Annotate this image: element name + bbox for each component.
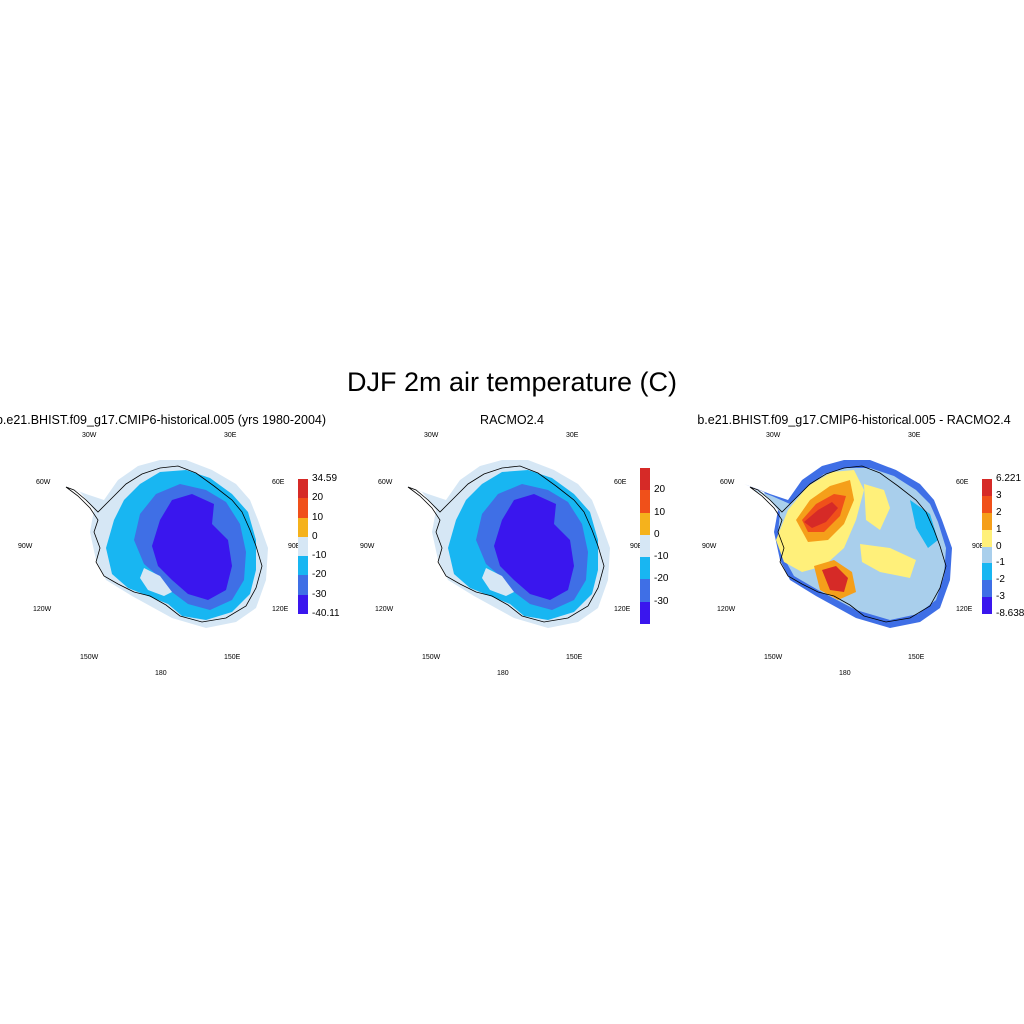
colorbar-box [982,580,992,598]
lon-label-bottom-left: 150W [80,654,99,661]
lon-label-left-upper: 60W [36,479,51,486]
lon-label-right-lower: 120E [614,606,631,613]
antarctica-map [744,460,952,628]
lon-label-left-mid: 90W [18,543,33,550]
colorbar-tick-label: 2 [996,506,1002,518]
lon-label-bottom-left: 150W [422,654,441,661]
colorbar-tick-label: 20 [654,484,666,496]
colorbar-tick-label: -8.638 [996,608,1024,619]
lon-label-right-lower: 120E [956,606,973,613]
antarctica-map [60,460,268,628]
colorbar-box [982,479,992,496]
colorbar-box [640,468,650,491]
lon-label-top-right: 30E [224,432,237,439]
colorbar-tick-label: 0 [996,540,1002,552]
colorbar-box [298,575,308,595]
lon-label-right-mid: 90E [972,543,985,550]
colorbar-box [982,529,992,547]
colorbar-box [640,601,650,624]
colorbar-tick-label: 34.59 [312,473,338,484]
lon-label-left-lower: 120W [717,606,736,613]
colorbar-box [640,557,650,580]
lon-label-top-left: 30W [424,432,439,439]
colorbar-tick-label: -20 [654,573,669,585]
lon-label-bottom-right: 150E [908,654,925,661]
colorbar-box [982,563,992,581]
colorbar-box [982,495,992,513]
lon-label-bottom-right: 150E [566,654,583,661]
colorbar-tick-label: -40.11 [312,608,340,619]
colorbar-tick-label: -2 [996,574,1005,586]
colorbar-tick-label: 20 [312,492,324,504]
colorbar-box [982,546,992,564]
colorbar-tick-label: 0 [654,528,660,540]
lon-label-top-right: 30E [566,432,579,439]
colorbar-tick-label: -10 [312,550,327,562]
colorbar-tick-label: 10 [312,511,324,523]
panel-title: b.e21.BHIST.f09_g17.CMIP6-historical.005… [697,413,1011,427]
colorbar [640,468,650,624]
colorbar [298,479,308,614]
main-title: DJF 2m air temperature (C) [346,367,678,397]
lon-label-bottom-left: 150W [764,654,783,661]
colorbar-box [298,556,308,576]
lon-label-right-upper: 60E [956,479,969,486]
colorbar-box [640,512,650,535]
colorbar-box [640,534,650,558]
colorbar-tick-label: 6.221 [996,473,1022,484]
antarctica-map [402,460,610,628]
lon-label-top-left: 30W [766,432,781,439]
colorbar-tick-label: 1 [996,523,1002,535]
colorbar-tick-label: -1 [996,557,1005,569]
lon-label-right-upper: 60E [614,479,627,486]
colorbar-box [298,517,308,537]
lon-label-top-left: 30W [82,432,97,439]
lon-label-left-upper: 60W [720,479,735,486]
lon-label-left-lower: 120W [375,606,394,613]
colorbar-box [640,490,650,513]
colorbar-box [982,597,992,614]
colorbar-tick-label: 3 [996,489,1002,501]
panel-title: RACMO2.4 [480,413,544,427]
lon-label-left-lower: 120W [33,606,52,613]
lon-label-left-mid: 90W [702,543,717,550]
colorbar-tick-label: -30 [312,588,327,600]
panel-title: b.e21.BHIST.f09_g17.CMIP6-historical.005… [0,413,327,427]
colorbar-box [298,498,308,518]
lon-label-bottom: 180 [155,670,167,677]
colorbar-tick-label: 10 [654,506,666,518]
colorbar-tick-label: -10 [654,551,669,563]
lon-label-right-lower: 120E [272,606,289,613]
lon-label-right-upper: 60E [272,479,285,486]
lon-label-left-upper: 60W [378,479,393,486]
colorbar-box [298,536,308,557]
colorbar-tick-label: -30 [654,595,669,607]
colorbar-box [298,479,308,499]
panel-difference: b.e21.BHIST.f09_g17.CMIP6-historical.005… [684,410,1024,680]
lon-label-right-mid: 90E [288,543,301,550]
lon-label-right-mid: 90E [630,543,643,550]
colorbar-box [982,512,992,530]
panel-model: b.e21.BHIST.f09_g17.CMIP6-historical.005… [0,410,340,680]
panel-racmo: RACMO2.4 30W 30E 60W 60E 90W 90E 120W 120E 150W 1… [342,410,682,680]
lon-label-bottom: 180 [839,670,851,677]
colorbar-tick-label: -20 [312,569,327,581]
lon-label-top-right: 30E [908,432,921,439]
lon-label-left-mid: 90W [360,543,375,550]
colorbar-box [298,594,308,614]
lon-label-bottom-right: 150E [224,654,241,661]
colorbar-tick-label: -3 [996,591,1005,603]
lon-label-bottom: 180 [497,670,509,677]
colorbar [982,479,992,614]
colorbar-box [640,579,650,602]
colorbar-tick-label: 0 [312,530,318,542]
